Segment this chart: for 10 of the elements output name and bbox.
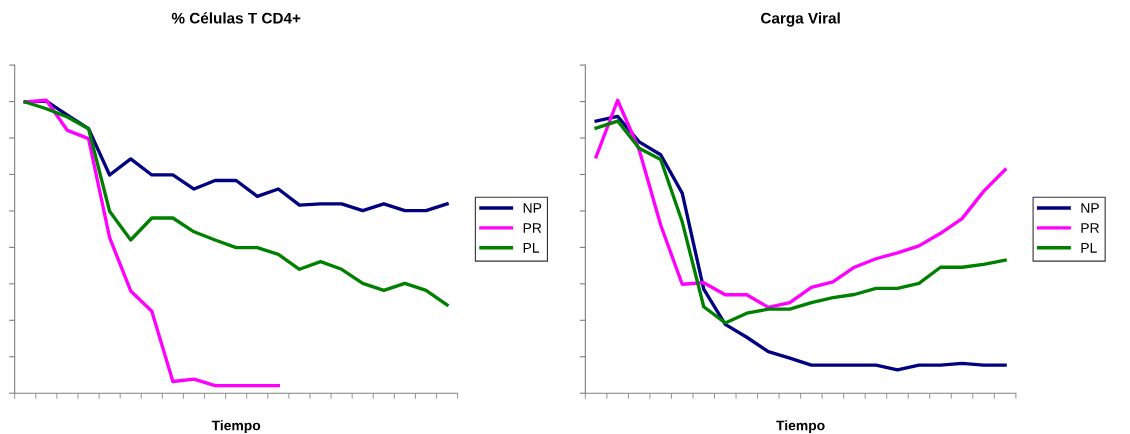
- legend-label: PL: [523, 243, 540, 253]
- legend-label: NP: [1081, 203, 1099, 213]
- legend-label: PR: [1081, 223, 1099, 233]
- legend-label: NP: [523, 203, 542, 213]
- legend-label: PR: [523, 223, 542, 233]
- legend-label: PL: [1081, 243, 1097, 253]
- x-axis-title: Tiempo: [776, 420, 825, 434]
- x-axis-title: Tiempo: [211, 420, 261, 434]
- chart-title: % Células T CD4+: [171, 12, 301, 24]
- chart-title: Carga Viral: [761, 12, 840, 27]
